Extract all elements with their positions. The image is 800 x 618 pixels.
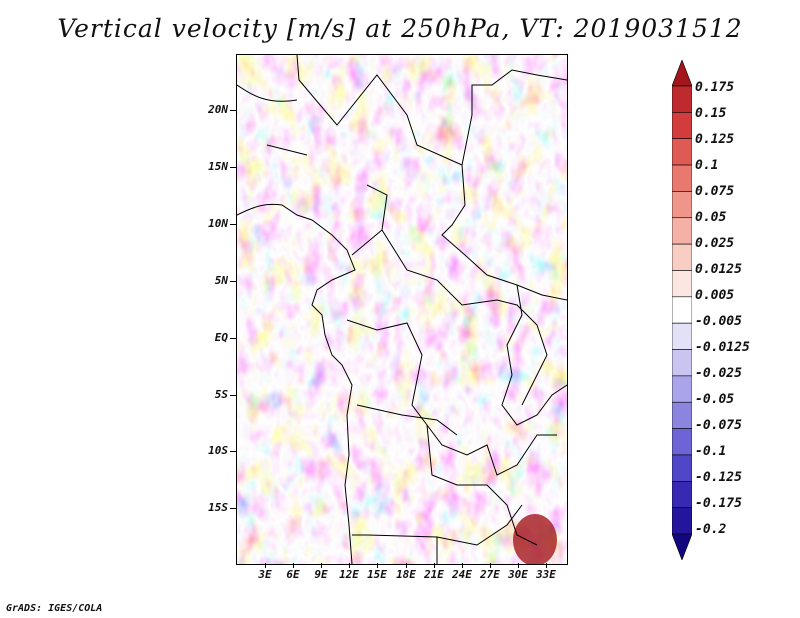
colorbar-label: -0.125 (695, 470, 742, 485)
lat-tick (230, 110, 236, 111)
velocity-detail (237, 55, 567, 564)
lon-tick (518, 563, 519, 568)
colorbar-segment (671, 507, 693, 535)
colorbar-segment (671, 480, 693, 508)
country-borders (237, 55, 567, 564)
lat-label: 15N (208, 160, 228, 173)
lat-label: 5S (214, 388, 228, 401)
lat-tick (230, 338, 236, 339)
lat-tick (230, 395, 236, 396)
lon-label: 18E (396, 568, 416, 581)
lat-label: 20N (208, 103, 228, 116)
colorbar (671, 59, 693, 561)
lon-tick (406, 563, 407, 568)
velocity-field-map (237, 55, 567, 564)
colorbar-label: 0.1 (695, 158, 719, 173)
lon-tick (293, 563, 294, 568)
colorbar-segment (671, 59, 693, 87)
colorbar-svg (671, 59, 693, 561)
colorbar-segment (671, 191, 693, 219)
colorbar-segment (671, 85, 693, 113)
lat-tick (230, 167, 236, 168)
colorbar-label: -0.075 (695, 418, 742, 433)
lon-tick (434, 563, 435, 568)
colorbar-segment (671, 243, 693, 271)
colorbar-label: -0.005 (695, 314, 742, 329)
colorbar-label: 0.05 (695, 210, 727, 225)
colorbar-segment (671, 270, 693, 298)
lon-label: 15E (367, 568, 387, 581)
colorbar-segment (671, 112, 693, 140)
colorbar-label: 0.15 (695, 106, 727, 121)
colorbar-segment (671, 164, 693, 192)
updraft-core (513, 514, 557, 564)
colorbar-segment (671, 322, 693, 350)
lon-tick (349, 563, 350, 568)
lat-label: EQ (214, 331, 228, 344)
colorbar-segment (671, 296, 693, 324)
lon-label: 21E (424, 568, 444, 581)
colorbar-label: -0.175 (695, 496, 742, 511)
colorbar-label: 0.175 (695, 80, 735, 95)
lat-label: 10N (208, 217, 228, 230)
lat-tick (230, 224, 236, 225)
lon-label: 3E (258, 568, 272, 581)
colorbar-label: 0.025 (695, 236, 735, 251)
lon-tick (462, 563, 463, 568)
colorbar-label: -0.1 (695, 444, 727, 459)
colorbar-segment (671, 138, 693, 166)
chart-title: Vertical velocity [m/s] at 250hPa, VT: 2… (57, 14, 743, 43)
colorbar-label: -0.0125 (695, 340, 750, 355)
lon-label: 33E (536, 568, 556, 581)
footer-credit: GrADS: IGES/COLA (6, 603, 103, 614)
colorbar-label: 0.005 (695, 288, 735, 303)
lon-label: 30E (508, 568, 528, 581)
colorbar-segment (671, 217, 693, 245)
lon-tick (321, 563, 322, 568)
lon-label: 6E (286, 568, 300, 581)
colorbar-label: -0.025 (695, 366, 742, 381)
colorbar-segment (671, 454, 693, 482)
lon-label: 27E (480, 568, 500, 581)
map-panel (236, 54, 568, 565)
lat-tick (230, 451, 236, 452)
colorbar-label: 0.125 (695, 132, 735, 147)
colorbar-segment (671, 533, 693, 561)
colorbar-segment (671, 349, 693, 377)
lon-tick (377, 563, 378, 568)
lat-label: 10S (208, 444, 228, 457)
colorbar-label: 0.0125 (695, 262, 742, 277)
lat-label: 15S (208, 501, 228, 514)
lon-label: 12E (339, 568, 359, 581)
colorbar-label: -0.2 (695, 522, 727, 537)
lat-tick (230, 281, 236, 282)
colorbar-segment (671, 401, 693, 429)
lon-tick (546, 563, 547, 568)
colorbar-label: -0.05 (695, 392, 735, 407)
lon-label: 24E (452, 568, 472, 581)
lat-tick (230, 508, 236, 509)
lon-tick (490, 563, 491, 568)
lon-tick (265, 563, 266, 568)
lon-label: 9E (314, 568, 328, 581)
colorbar-label: 0.075 (695, 184, 735, 199)
colorbar-segment (671, 375, 693, 403)
lat-label: 5N (214, 274, 228, 287)
colorbar-segment (671, 428, 693, 456)
